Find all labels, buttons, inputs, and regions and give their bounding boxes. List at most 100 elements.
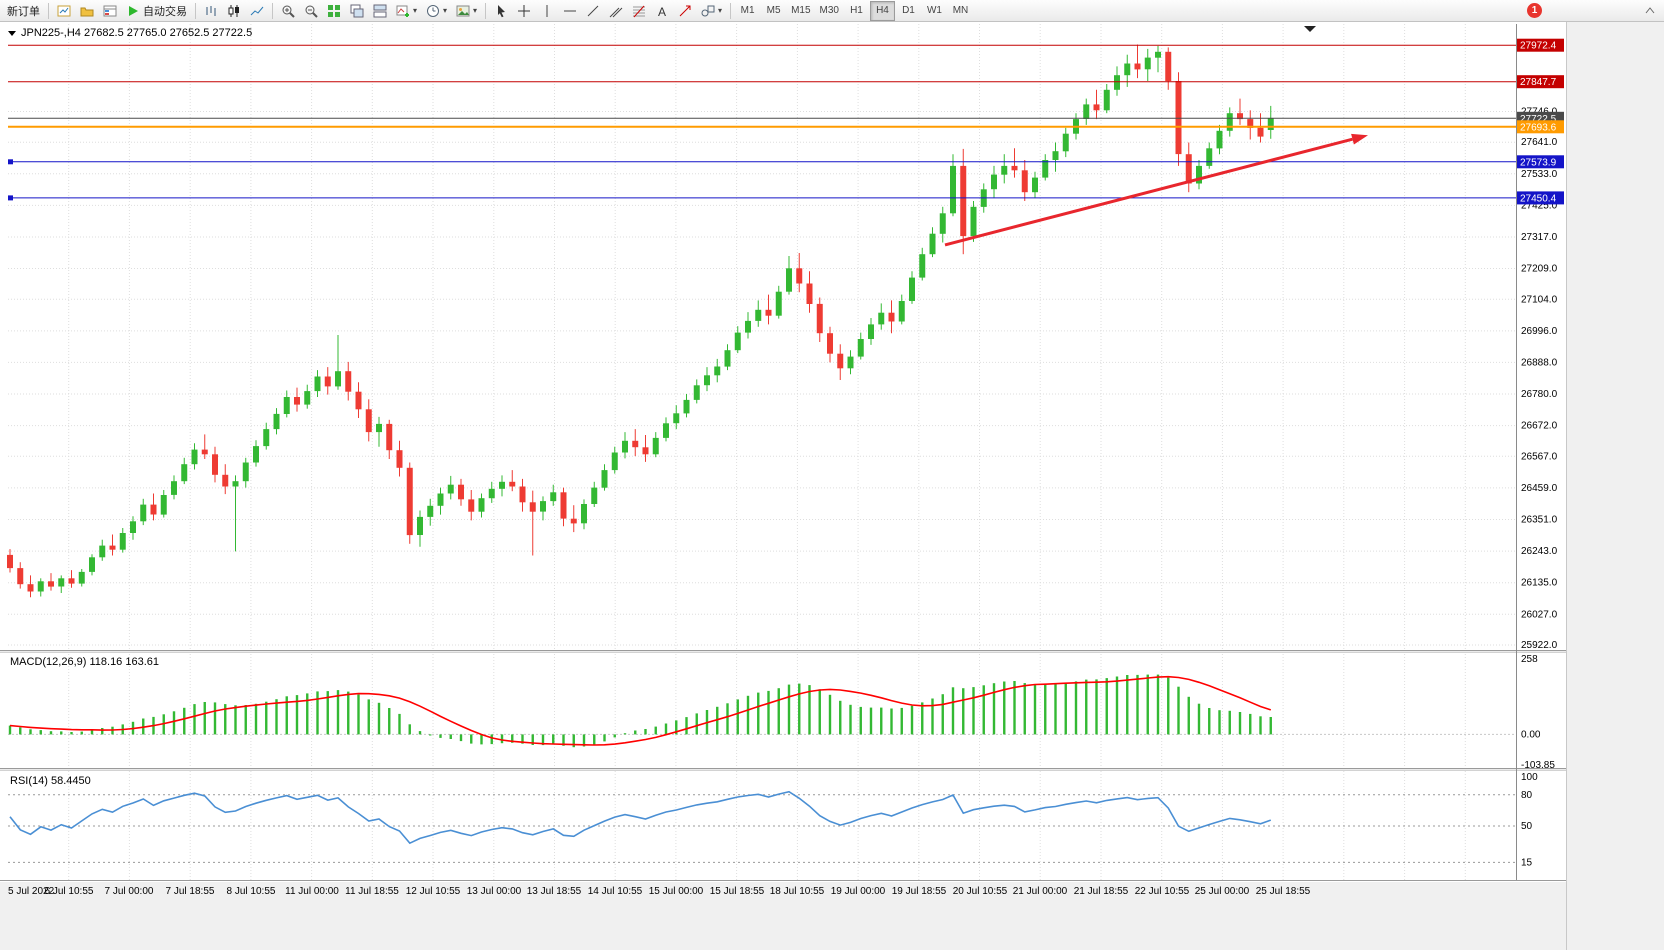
timeframe-button-w1[interactable]: W1 (922, 1, 947, 21)
svg-text:26459.0: 26459.0 (1521, 483, 1558, 494)
channel-icon (609, 7, 623, 17)
time-axis-strip[interactable] (0, 882, 1566, 950)
zoom-in-button[interactable] (277, 1, 299, 21)
fibonacci-icon (633, 5, 646, 17)
horizontal-line-icon (564, 10, 577, 11)
vertical-line-button[interactable] (536, 1, 558, 21)
toolbar-separator (485, 2, 487, 19)
chevron-up-icon (1645, 6, 1655, 13)
timeframe-button-m5[interactable]: M5 (761, 1, 786, 21)
indicators-button[interactable]: ▾ (392, 1, 421, 21)
svg-text:27533.0: 27533.0 (1521, 169, 1558, 180)
arrows-button[interactable] (674, 1, 696, 21)
svg-text:26135.0: 26135.0 (1521, 578, 1558, 589)
indicators-icon (396, 5, 409, 17)
right-panel (1566, 22, 1664, 950)
bar-chart-button[interactable] (200, 1, 222, 21)
svg-text:JPN225-,H4 27682.5 27765.0 27: JPN225-,H4 27682.5 27765.0 27652.5 27722… (21, 27, 252, 39)
new-order-button[interactable]: 新订单 (3, 1, 44, 21)
cascade-windows-button[interactable] (346, 1, 368, 21)
svg-text:27847.7: 27847.7 (1520, 77, 1557, 88)
cursor-icon (498, 4, 506, 17)
svg-text:26672.0: 26672.0 (1521, 421, 1558, 432)
svg-text:18 Jul 10:55: 18 Jul 10:55 (770, 886, 825, 897)
chart-window[interactable]: JPN225-,H4 27682.5 27765.0 27652.5 27722… (0, 22, 1664, 950)
svg-text:26567.0: 26567.0 (1521, 451, 1558, 462)
toolbar-separator (48, 2, 49, 19)
tile-horizontal-button[interactable] (369, 1, 391, 21)
new-order-label: 新订单 (7, 5, 40, 18)
timeframe-button-d1[interactable]: D1 (896, 1, 921, 21)
line-chart-button[interactable] (246, 1, 268, 21)
price-scale[interactable]: 27746.027641.027533.027425.027317.027209… (1521, 107, 1558, 652)
trendline-button[interactable] (582, 1, 604, 21)
timeframe-button-mn[interactable]: MN (948, 1, 973, 21)
svg-text:100: 100 (1521, 772, 1538, 783)
rsi-scale[interactable]: 100 80 50 15 (1521, 772, 1538, 868)
text-icon: A (658, 5, 666, 18)
chart-canvas[interactable]: JPN225-,H4 27682.5 27765.0 27652.5 27722… (0, 22, 1664, 950)
hline-handle (8, 159, 13, 165)
svg-text:80: 80 (1521, 790, 1533, 801)
candlestick-chart-button[interactable] (223, 1, 245, 21)
toolbar-overflow-button[interactable] (1639, 1, 1661, 21)
autotrade-button[interactable]: 自动交易 (122, 1, 191, 21)
svg-text:13 Jul 00:00: 13 Jul 00:00 (467, 886, 522, 897)
chevron-down-icon: ▾ (413, 5, 418, 15)
periods-button[interactable]: ▾ (422, 1, 451, 21)
horizontal-line-button[interactable] (559, 1, 581, 21)
svg-text:27722.5: 27722.5 (1520, 114, 1557, 125)
svg-text:0.00: 0.00 (1521, 729, 1541, 740)
timeframe-button-m15[interactable]: M15 (787, 1, 814, 21)
market-watch-button[interactable] (99, 1, 121, 21)
svg-text:27425.0: 27425.0 (1521, 200, 1558, 211)
shapes-button[interactable]: ▾ (697, 1, 726, 21)
svg-text:27972.4: 27972.4 (1520, 41, 1557, 52)
svg-text:21 Jul 00:00: 21 Jul 00:00 (1013, 886, 1068, 897)
svg-text:11 Jul 18:55: 11 Jul 18:55 (345, 886, 399, 897)
main-toolbar: 新订单 自动交易 ▾ ▾ ▾ A ▾ M1 M5 M15 M30 H1 H4 D1 W1 MN … (0, 0, 1664, 22)
chart-shift-marker[interactable] (1304, 26, 1316, 32)
timeframe-button-h1[interactable]: H1 (844, 1, 869, 21)
svg-text:7 Jul 00:00: 7 Jul 00:00 (105, 886, 154, 897)
channel-button[interactable] (605, 1, 627, 21)
macd-scale[interactable]: 258 0.00 -103.85 (1521, 654, 1555, 771)
svg-text:11 Jul 00:00: 11 Jul 00:00 (285, 886, 339, 897)
timeframe-button-m30[interactable]: M30 (816, 1, 843, 21)
zoom-out-button[interactable] (300, 1, 322, 21)
new-chart-icon (57, 5, 71, 16)
arrow-tool-icon (679, 5, 691, 16)
fibonacci-button[interactable] (628, 1, 650, 21)
chart-menu-icon (8, 31, 16, 36)
svg-text:26996.0: 26996.0 (1521, 326, 1558, 337)
zoom-out-icon (305, 5, 318, 18)
trend-arrow[interactable] (944, 133, 1368, 247)
svg-text:14 Jul 10:55: 14 Jul 10:55 (588, 886, 643, 897)
svg-text:7 Jul 18:55: 7 Jul 18:55 (166, 886, 215, 897)
trendline-icon (587, 5, 599, 16)
rsi-line (9, 790, 1272, 845)
timeframe-button-m1[interactable]: M1 (735, 1, 760, 21)
toolbar-separator (730, 2, 732, 19)
templates-button[interactable]: ▾ (452, 1, 481, 21)
rsi-levels (8, 794, 1516, 863)
profiles-button[interactable] (76, 1, 98, 21)
horizontal-lines[interactable] (8, 44, 1516, 201)
notification-badge[interactable]: 1 (1527, 3, 1542, 18)
crosshair-button[interactable] (513, 1, 535, 21)
crosshair-icon (518, 4, 531, 17)
tile-windows-button[interactable] (323, 1, 345, 21)
svg-text:25 Jul 18:55: 25 Jul 18:55 (1256, 886, 1311, 897)
svg-text:A: A (658, 5, 666, 18)
text-button[interactable]: A (651, 1, 673, 21)
svg-text:19 Jul 18:55: 19 Jul 18:55 (892, 886, 947, 897)
timeframe-button-h4[interactable]: H4 (869, 0, 895, 21)
svg-text:6 Jul 10:55: 6 Jul 10:55 (45, 886, 94, 897)
cursor-button[interactable] (490, 1, 512, 21)
new-chart-button[interactable] (53, 1, 75, 21)
hline-handle (8, 195, 13, 201)
vertical-line-icon (546, 4, 548, 17)
clock-icon (427, 4, 440, 17)
